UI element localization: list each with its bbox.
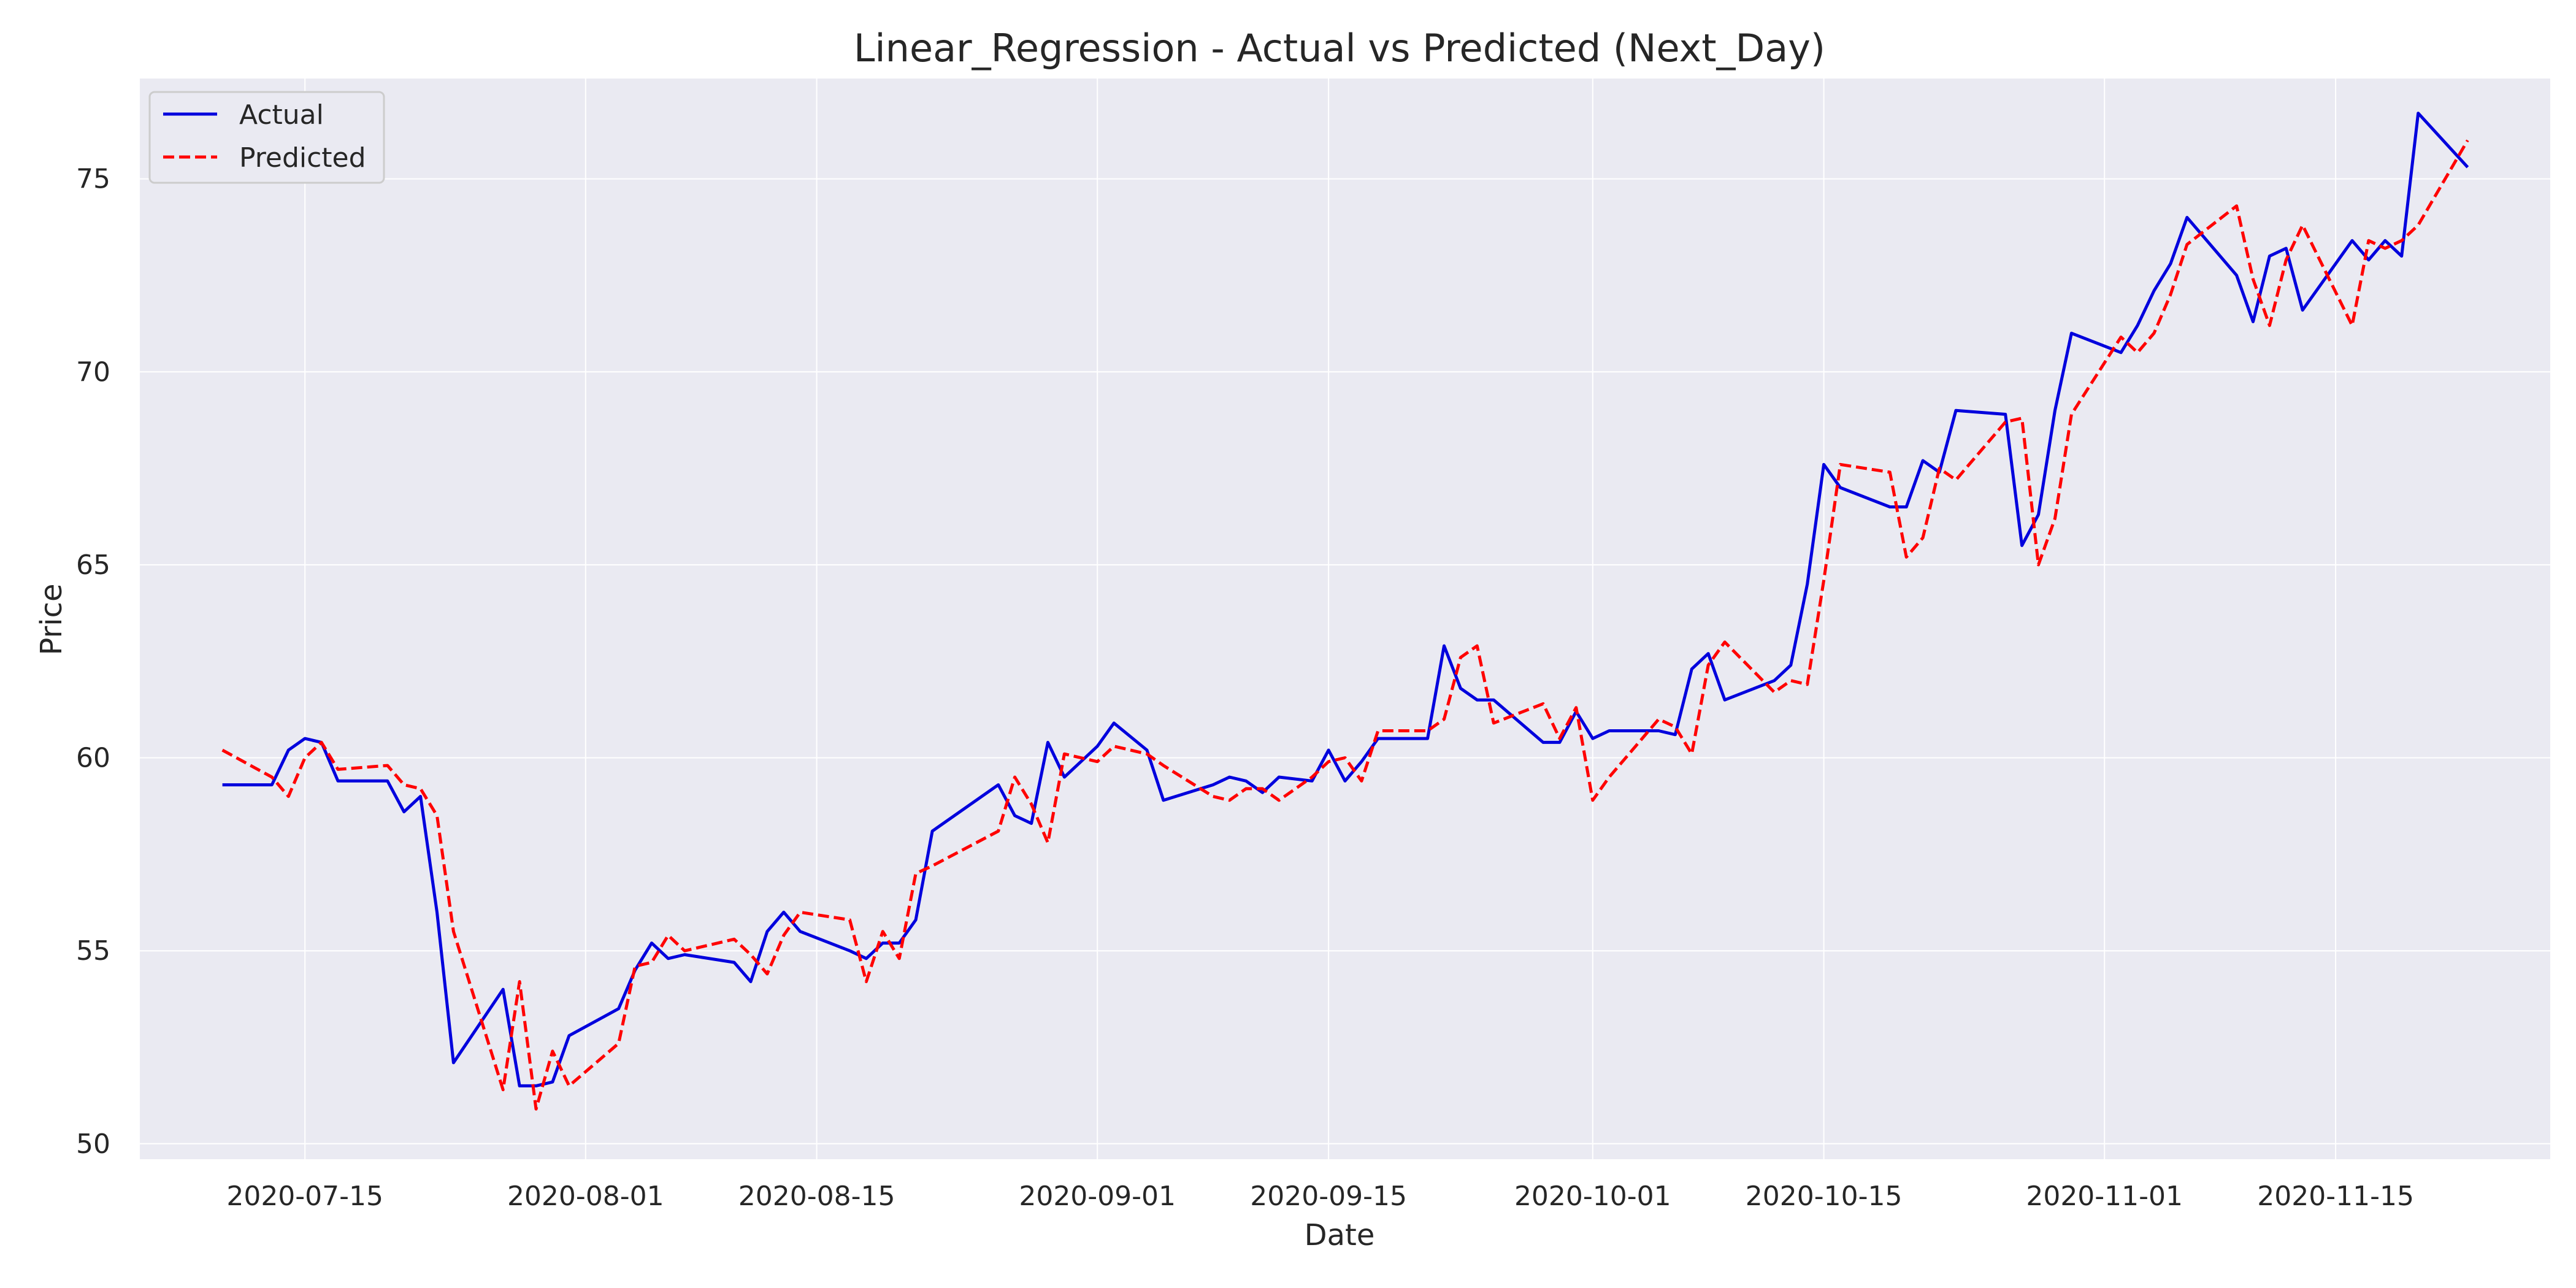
x-tick-label: 2020-11-15: [2257, 1181, 2414, 1212]
x-tick-label: 2020-07-15: [226, 1181, 383, 1212]
y-tick-label: 65: [76, 550, 110, 581]
tick-layer: 2020-07-15 2020-08-01 2020-08-15 2020-09-01…: [76, 164, 2414, 1212]
x-tick-label: 2020-08-15: [738, 1181, 895, 1212]
plot-area: [140, 79, 2550, 1159]
y-axis-label: Price: [34, 583, 69, 655]
legend-label-predicted: Predicted: [239, 142, 366, 174]
series-layer: [221, 112, 2469, 1111]
y-tick-label: 75: [76, 164, 110, 195]
x-tick-label: 2020-09-01: [1019, 1181, 1176, 1212]
x-tick-label: 2020-10-01: [1514, 1181, 1671, 1212]
grid-layer: [140, 79, 2550, 1159]
legend: Actual Predicted: [148, 91, 385, 184]
x-axis-label: Date: [1305, 1218, 1375, 1252]
legend-label-actual: Actual: [239, 99, 324, 131]
x-tick-label: 2020-10-15: [1746, 1181, 1903, 1212]
x-tick-label: 2020-08-01: [507, 1181, 664, 1212]
y-tick-label: 50: [76, 1129, 110, 1160]
chart-title: Linear_Regression - Actual vs Predicted …: [854, 26, 1825, 71]
y-tick-label: 60: [76, 743, 110, 774]
series-line-predicted: [221, 139, 2469, 1111]
x-tick-label: 2020-11-01: [2026, 1181, 2183, 1212]
x-tick-label: 2020-09-15: [1250, 1181, 1407, 1212]
y-tick-label: 70: [76, 356, 110, 388]
series-line-actual: [222, 112, 2469, 1087]
y-tick-label: 55: [76, 935, 110, 967]
